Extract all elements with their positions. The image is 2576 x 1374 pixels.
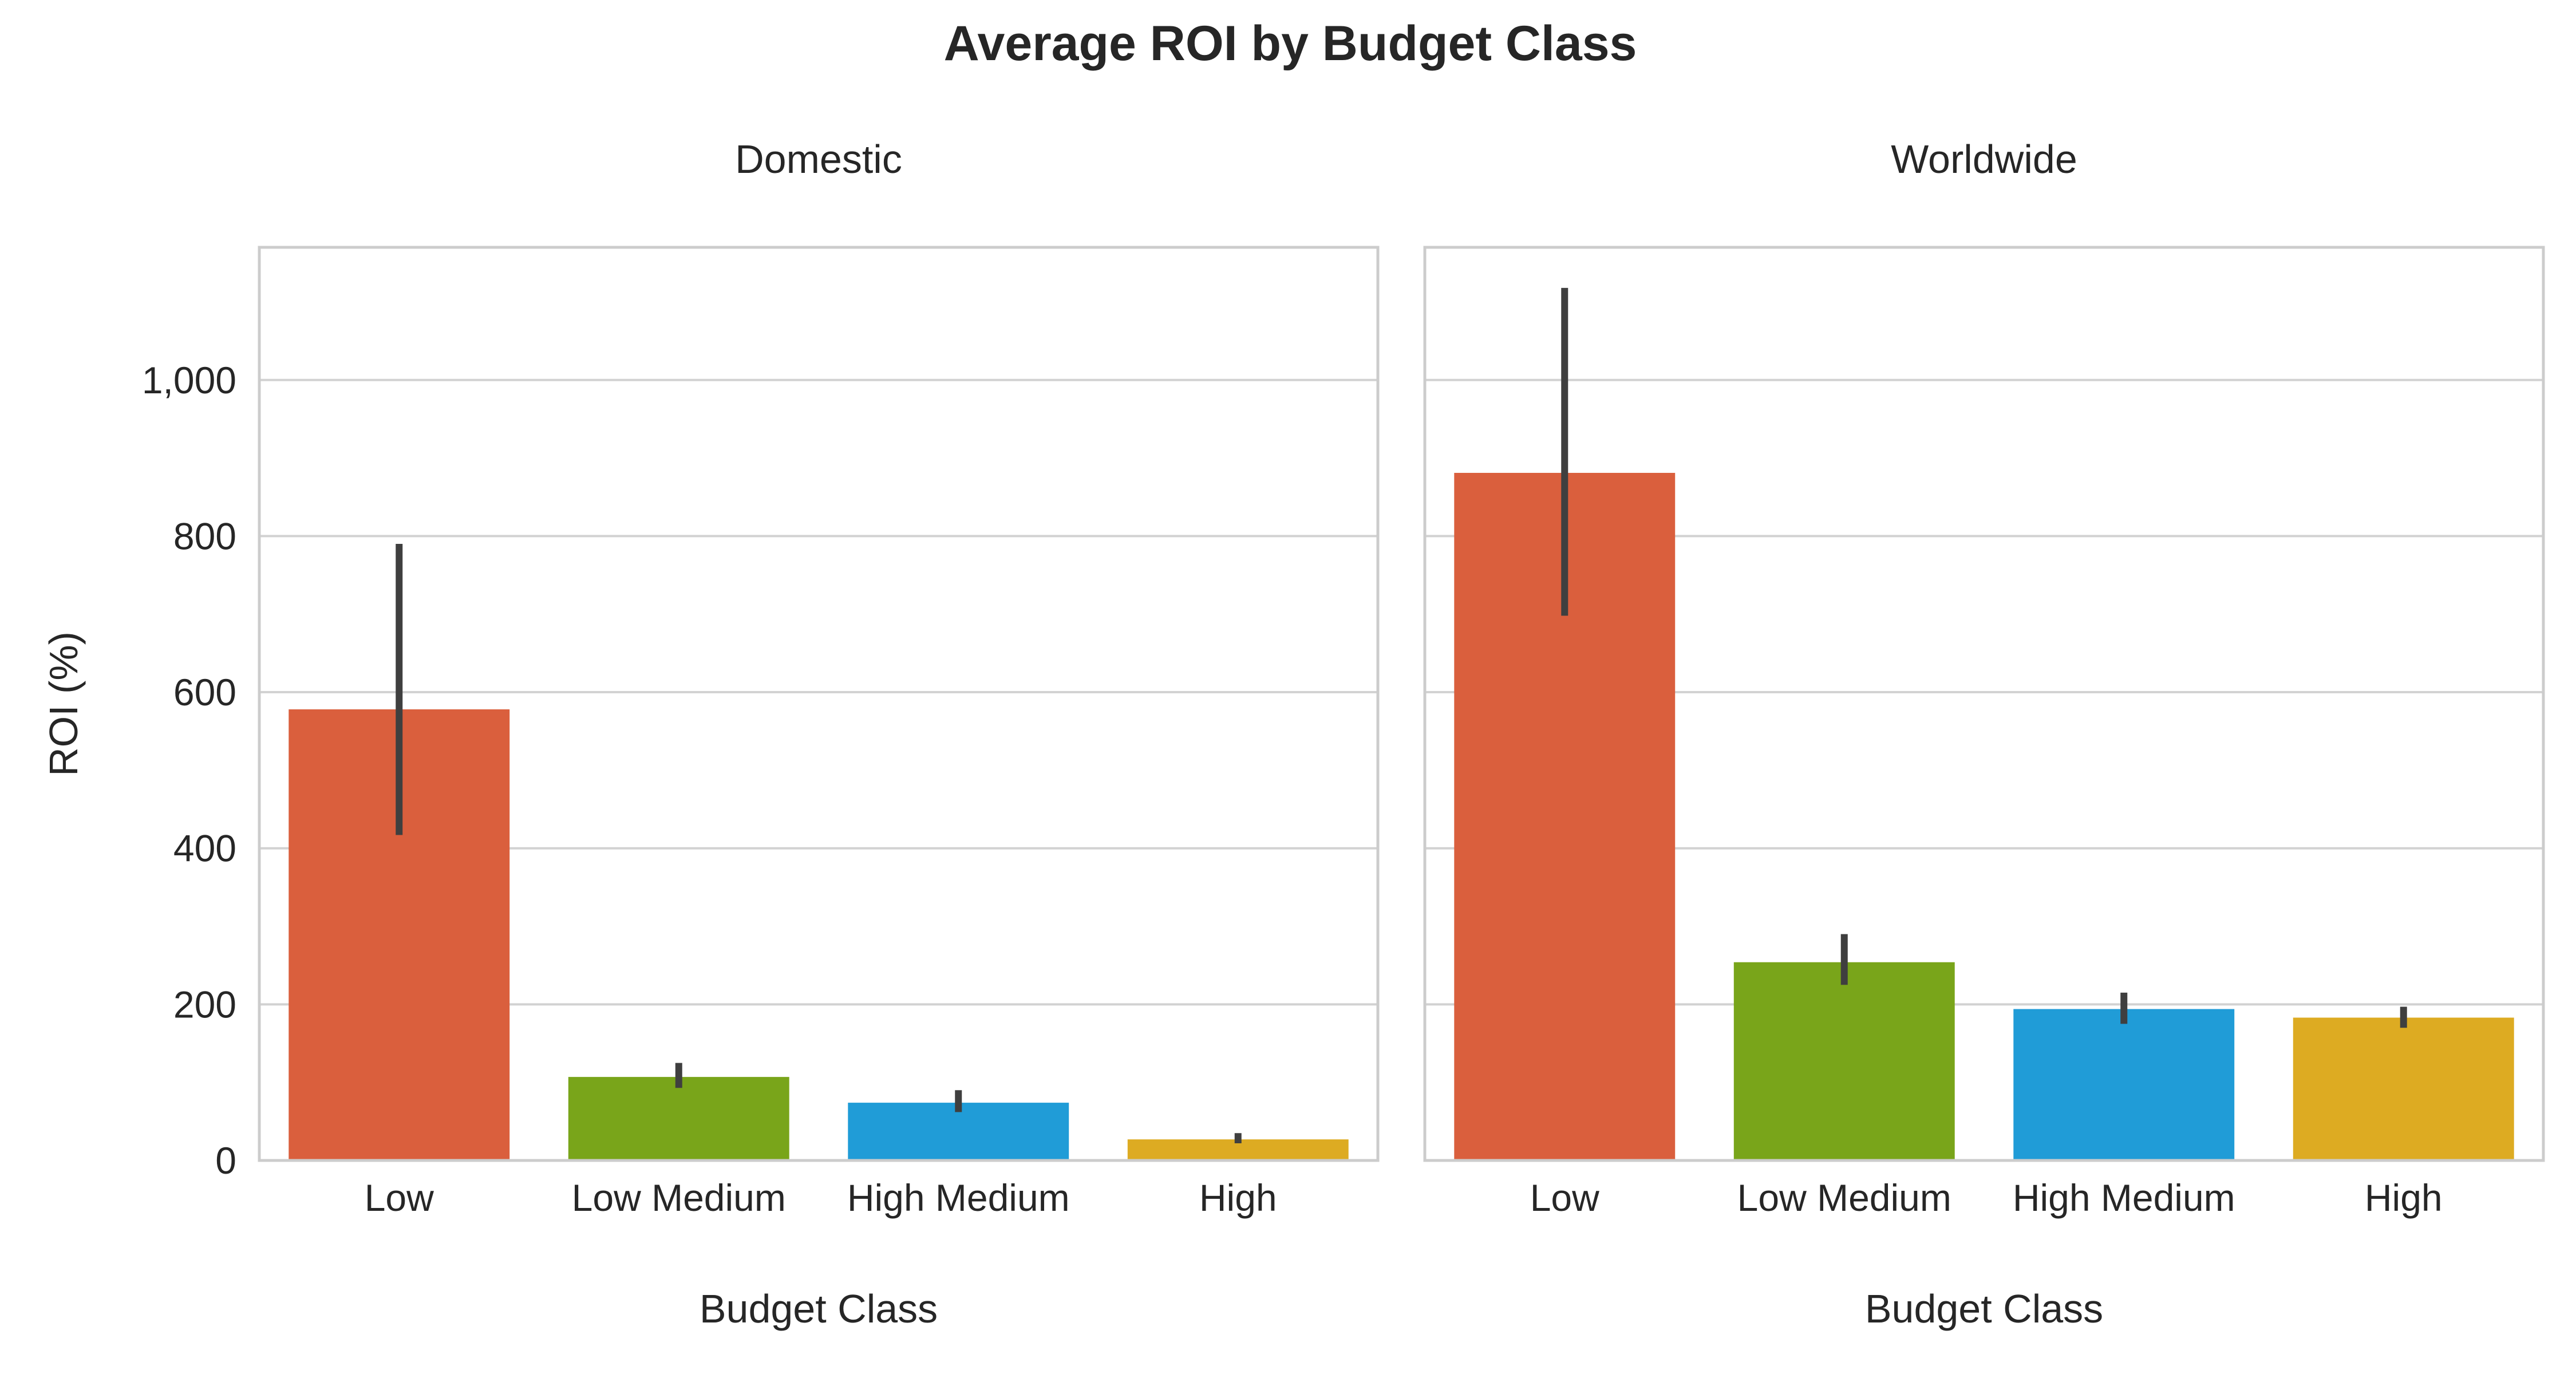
x-tick-label-1-3: High [2365, 1176, 2443, 1219]
x-tick-label-0-0: Low [365, 1176, 434, 1219]
y-axis-label: ROI (%) [41, 631, 86, 776]
panel-title-0: Domestic [735, 137, 902, 181]
panel-frame-1 [1423, 246, 2545, 1162]
panel-title-1: Worldwide [1891, 137, 2077, 181]
x-tick-label-0-2: High Medium [847, 1176, 1070, 1219]
bar-0-2 [848, 1103, 1069, 1160]
x-tick-label-1-1: Low Medium [1737, 1176, 1951, 1219]
y-tick-label-3: 600 [173, 671, 236, 713]
x-axis-label-1: Budget Class [1865, 1286, 2103, 1331]
y-tick-label-1: 200 [173, 983, 236, 1025]
chart-title: Average ROI by Budget Class [944, 16, 1637, 71]
bar-1-3 [2293, 1017, 2514, 1160]
bar-1-2 [2013, 1009, 2235, 1160]
panel-frame-0 [258, 246, 1380, 1162]
bar-1-1 [1733, 962, 1955, 1160]
y-tick-label-4: 800 [173, 515, 236, 557]
y-tick-label-0: 0 [215, 1139, 236, 1182]
bar-0-1 [568, 1077, 789, 1160]
x-tick-label-0-3: High [1199, 1176, 1277, 1219]
x-tick-label-1-0: Low [1530, 1176, 1599, 1219]
x-tick-label-1-2: High Medium [2013, 1176, 2235, 1219]
y-tick-label-5: 1,000 [142, 359, 236, 401]
x-axis-label-0: Budget Class [700, 1286, 938, 1331]
x-tick-label-0-1: Low Medium [572, 1176, 786, 1219]
y-tick-label-2: 400 [173, 827, 236, 870]
